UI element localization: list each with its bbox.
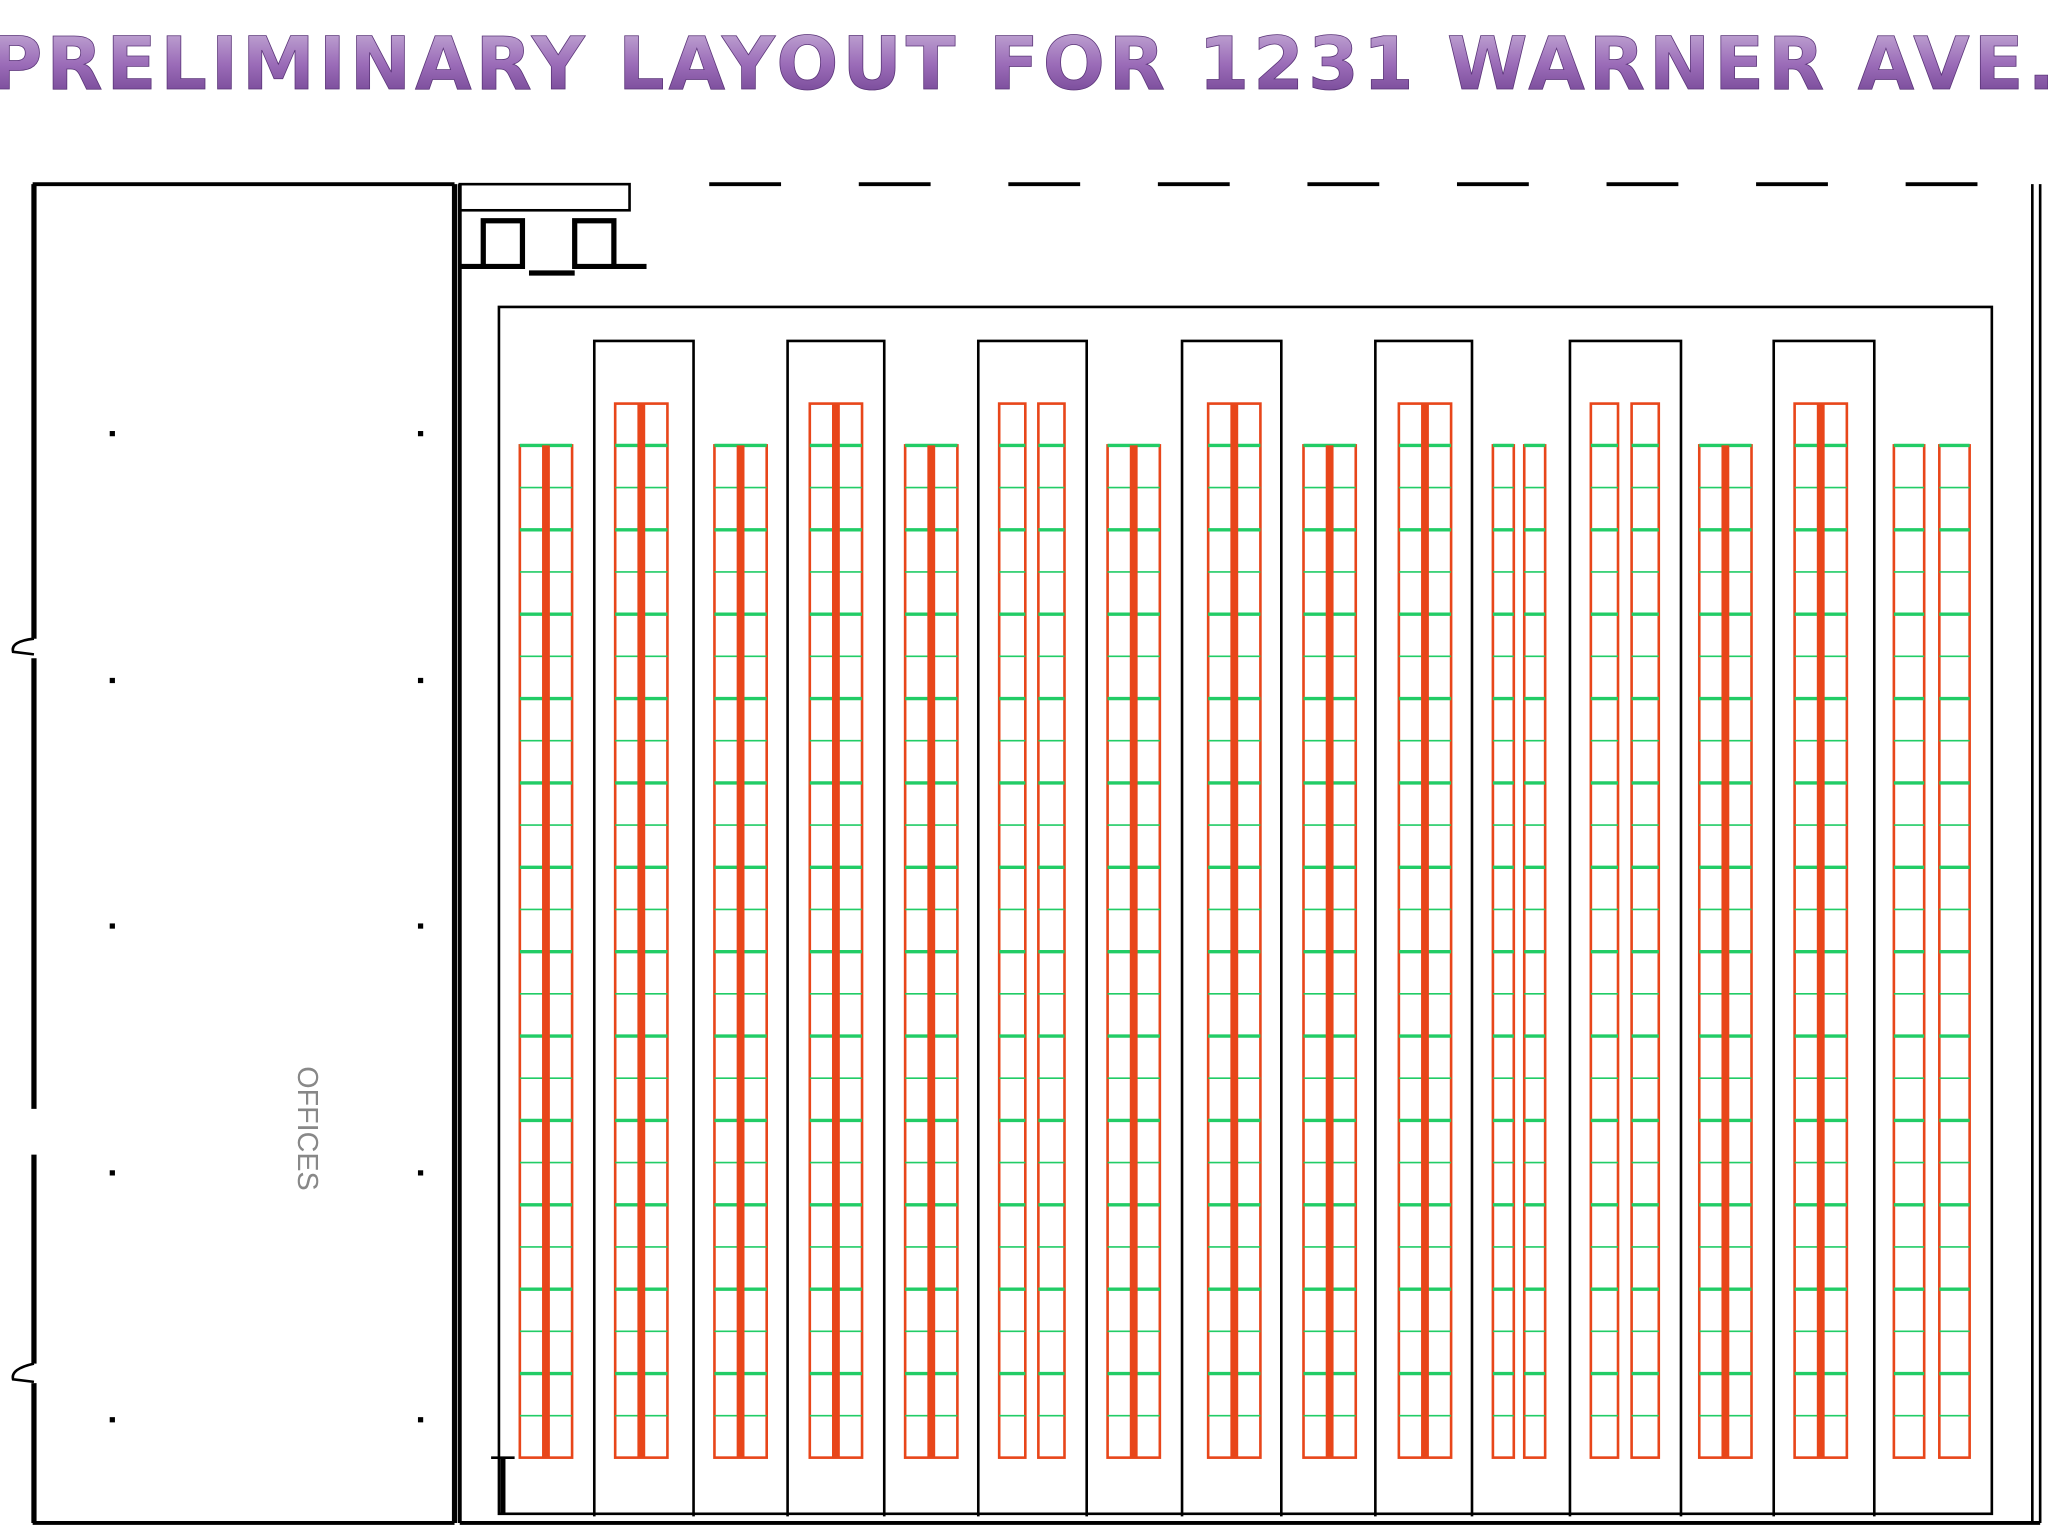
aisle	[592, 339, 695, 1517]
rack	[1630, 402, 1661, 1459]
aisle	[786, 339, 886, 1517]
rack	[1589, 402, 1620, 1459]
column	[417, 1170, 424, 1176]
aisle	[1568, 339, 1683, 1517]
aisle	[976, 339, 1088, 1517]
aisle	[1772, 339, 1876, 1517]
door	[11, 637, 35, 656]
column	[109, 431, 115, 437]
column	[417, 431, 424, 437]
column	[417, 1417, 424, 1423]
column	[109, 923, 115, 929]
door	[11, 1362, 35, 1384]
loading-dock	[459, 218, 647, 276]
column	[109, 1170, 115, 1176]
aisle	[1374, 339, 1474, 1517]
room-label: OFFICES	[291, 1066, 323, 1190]
aisle	[1180, 339, 1283, 1517]
office-walls	[11, 182, 458, 1525]
column	[417, 677, 424, 684]
storage-area	[497, 305, 1994, 1516]
dock-office	[458, 182, 631, 212]
column	[417, 923, 424, 929]
rack	[997, 402, 1027, 1459]
warehouse-walls	[457, 182, 2042, 1525]
title: PRELIMINARY LAYOUT FOR 1231 WARNER AVE.	[0, 22, 2048, 107]
column	[109, 677, 115, 684]
column	[109, 1417, 115, 1423]
rack	[1037, 402, 1066, 1459]
